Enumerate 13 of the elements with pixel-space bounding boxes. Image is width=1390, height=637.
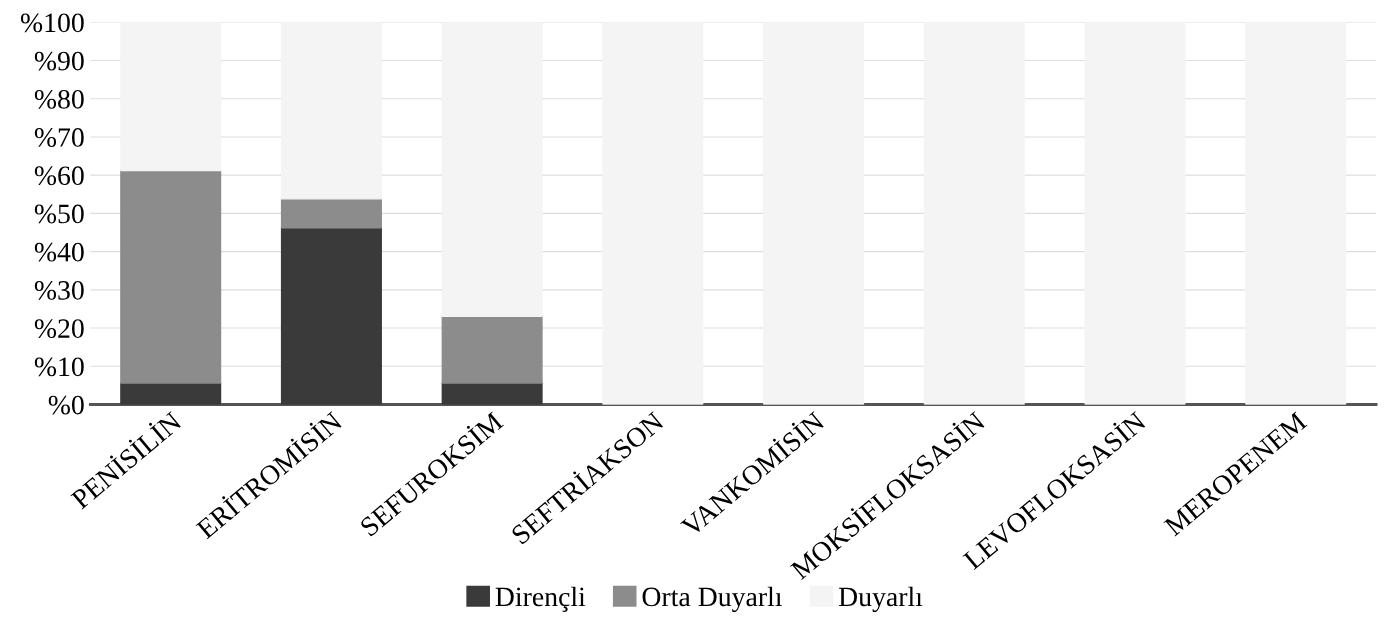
- y-tick-label: %70: [34, 128, 84, 147]
- y-tick-label: %100: [20, 13, 84, 33]
- y-tick-label: %20: [34, 319, 84, 339]
- y-tick-label: %30: [34, 281, 84, 300]
- legend-label: Dirençli: [495, 586, 586, 612]
- y-tick-label: %80: [34, 89, 84, 109]
- y-tick-label: %50: [34, 204, 84, 224]
- y-tick-label: %10: [34, 357, 84, 377]
- y-tick-label: %60: [34, 166, 84, 186]
- legend-label: Duyarlı: [838, 586, 923, 612]
- y-tick-label: %90: [34, 51, 84, 71]
- y-tick-label: %40: [34, 242, 84, 262]
- legend-label: Orta Duyarlı: [642, 586, 783, 612]
